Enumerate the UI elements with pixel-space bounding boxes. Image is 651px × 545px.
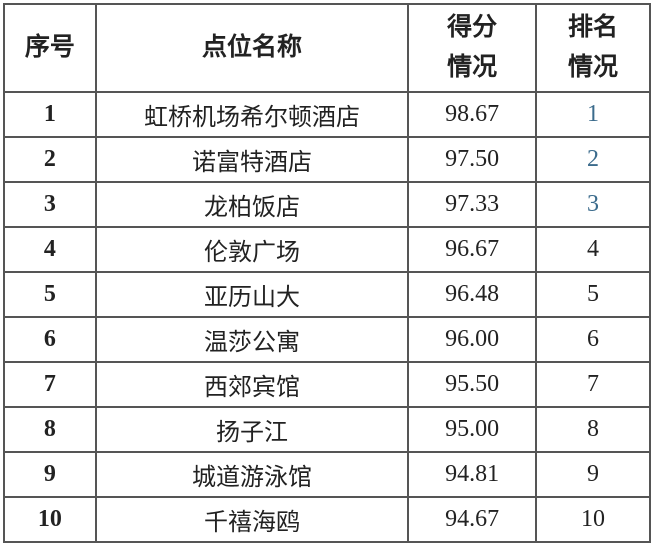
cell-score: 95.50	[407, 361, 538, 408]
cell-no: 9	[3, 451, 97, 498]
header-name: 点位名称	[94, 3, 410, 93]
cell-name: 伦敦广场	[94, 226, 410, 273]
header-no-text: 序号	[24, 34, 75, 61]
table-row: 8 扬子江 95.00 8	[3, 406, 651, 453]
header-rank: 排名情况	[535, 3, 651, 93]
cell-score: 94.81	[407, 451, 538, 498]
cell-score: 96.48	[407, 271, 538, 318]
cell-name: 扬子江	[94, 406, 410, 453]
cell-score: 98.67	[407, 91, 538, 138]
table-row: 1 虹桥机场希尔顿酒店 98.67 1	[3, 91, 651, 138]
cell-rank: 1	[535, 91, 651, 138]
cell-score: 97.50	[407, 136, 538, 183]
cell-score: 97.33	[407, 181, 538, 228]
table-row: 4 伦敦广场 96.67 4	[3, 226, 651, 273]
ranking-table: 序号 点位名称 得分情况 排名情况 1 虹桥机场希尔顿酒店 98.67 1 2 诺富特酒店…	[3, 3, 651, 543]
cell-no: 10	[3, 496, 97, 543]
header-score: 得分情况	[407, 3, 538, 93]
cell-name: 千禧海鸥	[94, 496, 410, 543]
cell-no: 8	[3, 406, 97, 453]
cell-score: 96.67	[407, 226, 538, 273]
cell-name: 城道游泳馆	[94, 451, 410, 498]
cell-no: 6	[3, 316, 97, 363]
cell-no: 1	[3, 91, 97, 138]
cell-no: 5	[3, 271, 97, 318]
header-row: 序号 点位名称 得分情况 排名情况	[3, 3, 651, 93]
cell-rank: 6	[535, 316, 651, 363]
cell-name: 虹桥机场希尔顿酒店	[94, 91, 410, 138]
table-row: 5 亚历山大 96.48 5	[3, 271, 651, 318]
header-name-text: 点位名称	[202, 34, 303, 61]
header-no: 序号	[3, 3, 97, 93]
cell-name: 龙柏饭店	[94, 181, 410, 228]
table-row: 9 城道游泳馆 94.81 9	[3, 451, 651, 498]
cell-rank: 5	[535, 271, 651, 318]
cell-name: 温莎公寓	[94, 316, 410, 363]
cell-no: 2	[3, 136, 97, 183]
table-row: 10 千禧海鸥 94.67 10	[3, 496, 651, 543]
cell-name: 诺富特酒店	[94, 136, 410, 183]
cell-rank: 3	[535, 181, 651, 228]
table-row: 6 温莎公寓 96.00 6	[3, 316, 651, 363]
header-score-text: 得分情况	[447, 14, 498, 81]
cell-name: 西郊宾馆	[94, 361, 410, 408]
cell-no: 7	[3, 361, 97, 408]
cell-rank: 9	[535, 451, 651, 498]
cell-rank: 10	[535, 496, 651, 543]
table-row: 3 龙柏饭店 97.33 3	[3, 181, 651, 228]
cell-no: 3	[3, 181, 97, 228]
table-row: 7 西郊宾馆 95.50 7	[3, 361, 651, 408]
cell-score: 94.67	[407, 496, 538, 543]
header-rank-text: 排名情况	[568, 14, 619, 81]
cell-rank: 2	[535, 136, 651, 183]
cell-rank: 8	[535, 406, 651, 453]
cell-score: 96.00	[407, 316, 538, 363]
cell-rank: 4	[535, 226, 651, 273]
cell-name: 亚历山大	[94, 271, 410, 318]
cell-rank: 7	[535, 361, 651, 408]
cell-score: 95.00	[407, 406, 538, 453]
cell-no: 4	[3, 226, 97, 273]
table-row: 2 诺富特酒店 97.50 2	[3, 136, 651, 183]
